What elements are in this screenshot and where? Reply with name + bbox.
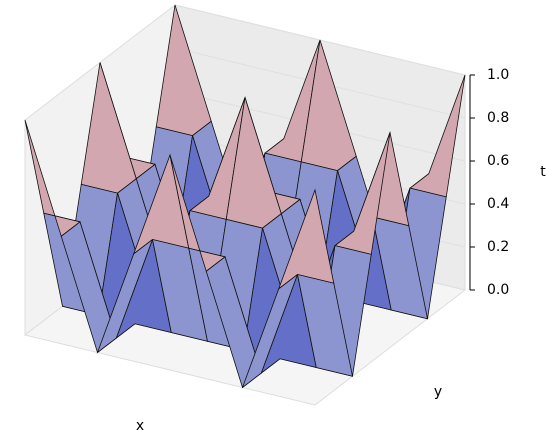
z-tick-label: 0.4 <box>487 196 509 212</box>
x-axis-label: x <box>136 418 144 432</box>
z-tick-label: 0.8 <box>487 110 509 126</box>
z-tick-label: 0.2 <box>487 239 509 255</box>
z-tick-label: 0.6 <box>487 153 509 169</box>
z-tick-label: 1.0 <box>487 67 509 83</box>
surface-facet <box>277 188 335 290</box>
z-tick-label: 0.0 <box>487 282 509 298</box>
y-axis-label: y <box>434 384 442 400</box>
z-axis-label: t <box>540 164 546 180</box>
